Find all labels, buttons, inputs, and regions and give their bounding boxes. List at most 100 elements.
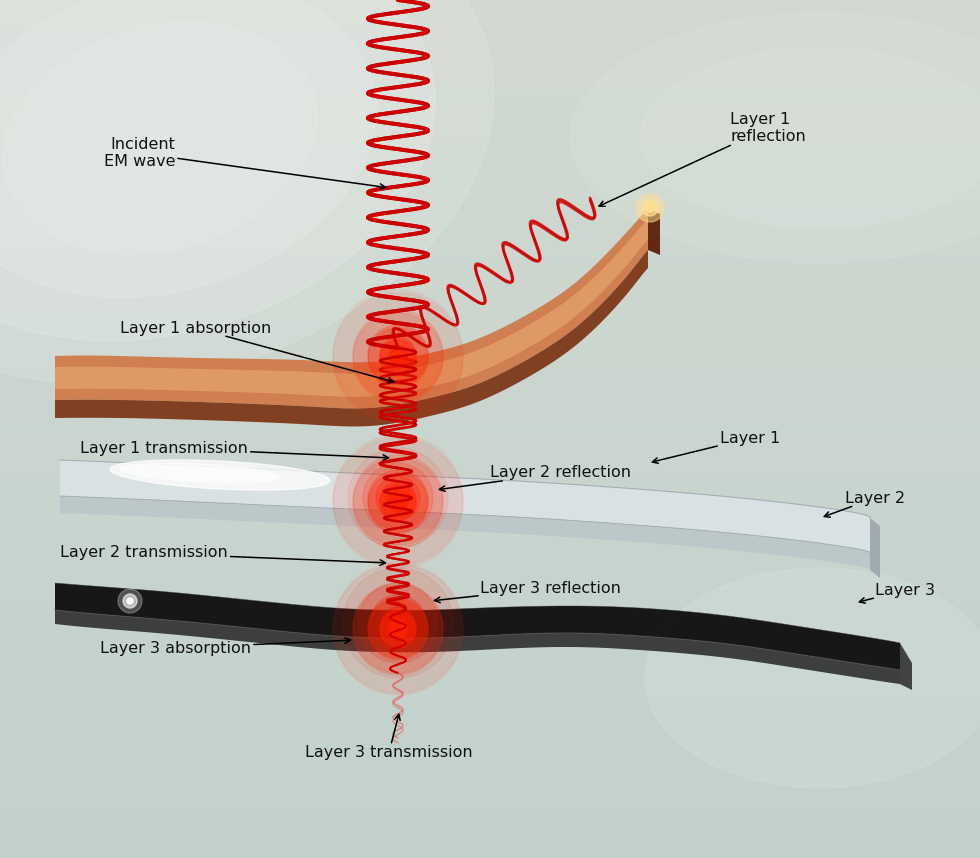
Circle shape: [353, 310, 443, 400]
Bar: [0, 115, 980, 120]
Text: Layer 3 reflection: Layer 3 reflection: [434, 581, 621, 602]
Bar: [0, 132, 980, 137]
Bar: [0, 38, 980, 43]
Circle shape: [353, 455, 443, 545]
Bar: [0, 600, 980, 605]
Bar: [0, 703, 980, 708]
Bar: [0, 617, 980, 622]
Bar: [0, 737, 980, 742]
Bar: [0, 321, 980, 326]
Bar: [0, 209, 980, 214]
Circle shape: [348, 448, 448, 548]
Bar: [0, 360, 980, 365]
Bar: [0, 407, 980, 412]
Bar: [0, 647, 980, 652]
Bar: [0, 347, 980, 352]
Bar: [0, 102, 980, 107]
Bar: [0, 613, 980, 618]
Bar: [0, 750, 980, 755]
Bar: [0, 638, 980, 644]
Polygon shape: [55, 208, 648, 408]
Bar: [0, 561, 980, 566]
Circle shape: [333, 438, 463, 568]
Ellipse shape: [121, 463, 280, 483]
Bar: [0, 85, 980, 90]
Bar: [0, 793, 980, 798]
Bar: [0, 583, 980, 588]
Bar: [0, 578, 980, 583]
Polygon shape: [60, 460, 870, 553]
Bar: [0, 12, 980, 17]
Bar: [0, 188, 980, 193]
Circle shape: [380, 610, 416, 646]
Bar: [0, 724, 980, 729]
Bar: [0, 651, 980, 656]
Circle shape: [370, 595, 426, 651]
Ellipse shape: [570, 13, 980, 263]
Bar: [0, 853, 980, 858]
Bar: [0, 325, 980, 330]
Bar: [0, 776, 980, 781]
Bar: [0, 771, 980, 776]
Bar: [0, 801, 980, 807]
Bar: [0, 831, 980, 837]
Circle shape: [118, 589, 142, 613]
Bar: [0, 351, 980, 356]
Bar: [0, 595, 980, 601]
Bar: [0, 248, 980, 253]
Bar: [0, 196, 980, 202]
Bar: [0, 46, 980, 51]
Circle shape: [368, 598, 428, 658]
Bar: [0, 806, 980, 811]
Text: Layer 2: Layer 2: [824, 491, 906, 517]
Bar: [0, 381, 980, 386]
Bar: [0, 29, 980, 34]
Bar: [0, 557, 980, 562]
Bar: [0, 33, 980, 39]
Bar: [0, 797, 980, 802]
Bar: [0, 304, 980, 309]
Bar: [0, 784, 980, 789]
Circle shape: [389, 491, 407, 509]
Bar: [0, 681, 980, 686]
Circle shape: [389, 621, 407, 639]
Bar: [0, 368, 980, 373]
Bar: [0, 329, 980, 335]
Bar: [0, 269, 980, 275]
Bar: [0, 716, 980, 721]
Circle shape: [333, 293, 463, 423]
Bar: [0, 239, 980, 245]
Bar: [0, 42, 980, 47]
Bar: [0, 231, 980, 236]
Bar: [0, 505, 980, 511]
Circle shape: [127, 598, 133, 604]
Bar: [0, 548, 980, 553]
Bar: [0, 746, 980, 751]
Bar: [0, 437, 980, 442]
Text: Layer 2 reflection: Layer 2 reflection: [439, 466, 631, 492]
Bar: [0, 445, 980, 450]
Bar: [0, 175, 980, 180]
Circle shape: [390, 615, 406, 631]
Bar: [0, 527, 980, 532]
Bar: [0, 342, 980, 347]
Circle shape: [376, 476, 420, 520]
Bar: [0, 819, 980, 824]
Bar: [0, 68, 980, 73]
Bar: [0, 192, 980, 197]
Bar: [0, 244, 980, 249]
Text: Layer 2 transmission: Layer 2 transmission: [60, 546, 385, 565]
Circle shape: [353, 313, 443, 403]
Ellipse shape: [0, 0, 494, 384]
Circle shape: [368, 473, 428, 533]
Circle shape: [333, 435, 463, 565]
Bar: [0, 501, 980, 506]
Bar: [0, 454, 980, 459]
Bar: [0, 179, 980, 184]
Text: Layer 1 absorption: Layer 1 absorption: [120, 321, 394, 383]
Bar: [0, 432, 980, 438]
Polygon shape: [900, 643, 912, 690]
Text: Layer 3 absorption: Layer 3 absorption: [100, 637, 351, 656]
Bar: [0, 128, 980, 133]
Bar: [0, 844, 980, 849]
